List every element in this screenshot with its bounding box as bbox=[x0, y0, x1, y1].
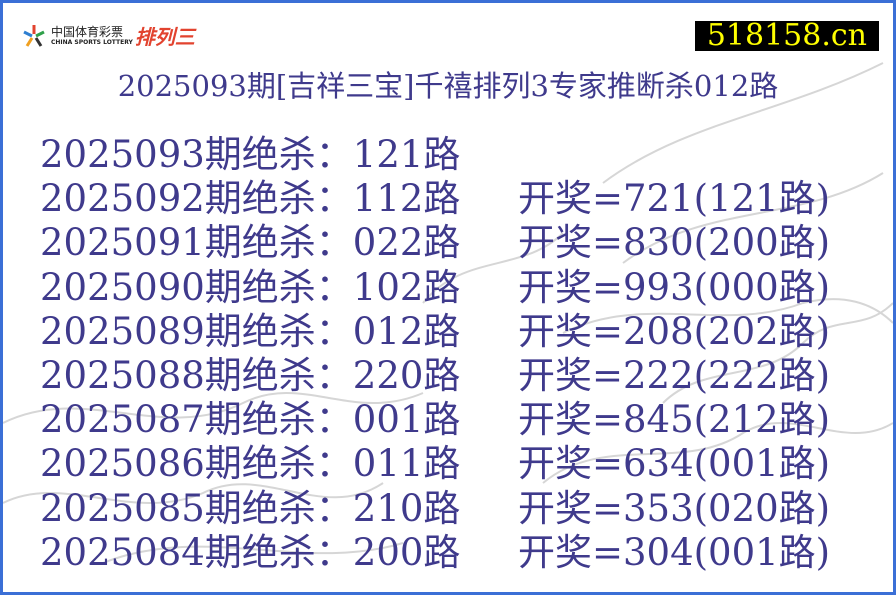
list-item: 2025093期绝杀：121路 bbox=[40, 133, 460, 177]
kill-text: 2025084期绝杀：200路 bbox=[40, 530, 461, 574]
list-item: 2025085期绝杀：210路 开奖=353(020路) bbox=[40, 486, 830, 531]
list-item: 2025087期绝杀：001路 开奖=845(212路) bbox=[40, 398, 830, 442]
list-item: 2025086期绝杀：011路 开奖=634(001路) bbox=[40, 442, 830, 486]
list-item: 2025092期绝杀：112路 开奖=721(121路) bbox=[40, 177, 830, 221]
kill-text: 2025085期绝杀：210路 bbox=[40, 486, 461, 530]
result-text: 开奖=830(200路) bbox=[518, 221, 831, 265]
site-watermark: 518158.cn bbox=[694, 21, 879, 51]
kill-text: 2025093期绝杀：121路 bbox=[40, 133, 461, 176]
result-text: 开奖=721(121路) bbox=[518, 177, 831, 221]
kill-text: 2025089期绝杀：012路 bbox=[40, 309, 461, 353]
page-title: 2025093期[吉祥三宝]千禧排列3专家推断杀012路 bbox=[117, 69, 779, 103]
lottery-logo: 中国体育彩票 CHINA SPORTS LOTTERY 排列三 bbox=[21, 21, 195, 50]
result-text: 开奖=634(001路) bbox=[518, 442, 831, 486]
list-item: 2025084期绝杀：200路 开奖=304(001路) bbox=[40, 530, 830, 575]
list-item: 2025089期绝杀：012路 开奖=208(202路) bbox=[40, 309, 830, 354]
list-item: 2025091期绝杀：022路 开奖=830(200路) bbox=[40, 221, 830, 265]
prediction-list: 2025093期绝杀：121路 2025092期绝杀：112路 开奖=721(12… bbox=[40, 133, 830, 575]
list-item: 2025088期绝杀：220路 开奖=222(222路) bbox=[40, 353, 830, 398]
logo-en-text: CHINA SPORTS LOTTERY bbox=[51, 39, 133, 46]
result-text: 开奖=353(020路) bbox=[518, 486, 831, 530]
kill-text: 2025086期绝杀：011路 bbox=[40, 442, 461, 486]
kill-text: 2025091期绝杀：022路 bbox=[40, 221, 461, 265]
result-text: 开奖=222(222路) bbox=[518, 353, 831, 397]
result-text: 开奖=993(000路) bbox=[518, 265, 831, 309]
lottery-star-icon bbox=[23, 24, 45, 47]
logo-cn-text: 中国体育彩票 bbox=[51, 25, 124, 39]
kill-text: 2025088期绝杀：220路 bbox=[40, 353, 461, 397]
kill-text: 2025090期绝杀：102路 bbox=[40, 265, 461, 309]
list-item: 2025090期绝杀：102路 开奖=993(000路) bbox=[40, 265, 830, 310]
background-sketch bbox=[3, 62, 893, 564]
logo-product-text: 排列三 bbox=[134, 25, 195, 49]
result-text: 开奖=845(212路) bbox=[518, 398, 831, 442]
kill-text: 2025087期绝杀：001路 bbox=[40, 398, 461, 442]
result-text: 开奖=304(001路) bbox=[518, 530, 831, 574]
result-text: 开奖=208(202路) bbox=[518, 309, 831, 353]
kill-text: 2025092期绝杀：112路 bbox=[40, 177, 461, 221]
